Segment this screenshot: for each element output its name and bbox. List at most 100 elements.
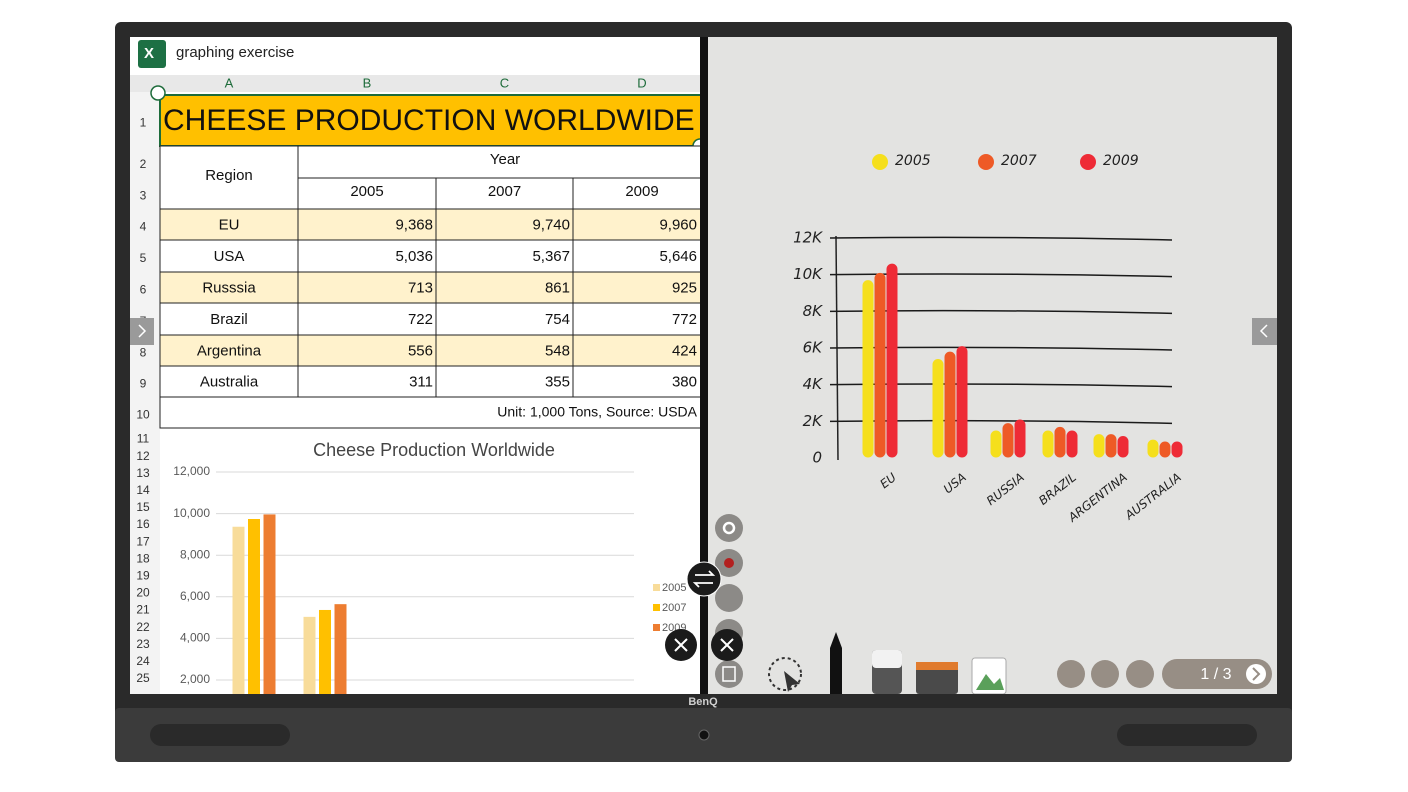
row-number: 23 (136, 637, 150, 651)
value-cell: 5,367 (532, 248, 570, 265)
split-divider[interactable] (700, 37, 708, 694)
value-cell: 311 (409, 373, 433, 390)
row-number: 22 (136, 620, 150, 634)
table-cell (159, 239, 299, 273)
page-indicator: 1 / 3 (1200, 666, 1231, 683)
excel-icon[interactable] (138, 40, 166, 68)
value-cell: 424 (672, 342, 697, 359)
whiteboard-background (708, 37, 1277, 694)
bar (334, 604, 347, 694)
next-page-icon (1252, 667, 1261, 681)
value-cell: 9,960 (659, 216, 697, 233)
right-side-arrow[interactable] (1252, 318, 1277, 345)
y-tick-label: 4K (803, 375, 824, 393)
row-number: 9 (140, 377, 147, 391)
legend-label: 2005 (895, 153, 931, 169)
bar (303, 616, 316, 694)
y-tick-label: 8K (803, 302, 824, 320)
row-number: 12 (136, 449, 150, 463)
value-cell: 9,740 (532, 216, 570, 233)
chart-title: Cheese Production Worldwide (313, 440, 555, 460)
file-button[interactable] (715, 660, 743, 688)
legend-swatch (653, 624, 660, 631)
y-tick-label: 2,000 (180, 672, 210, 686)
column-letter: C (500, 75, 509, 90)
table-cell (435, 271, 574, 304)
column-letter: D (637, 75, 646, 90)
year-cell: 2009 (625, 183, 658, 200)
swap-icon (692, 570, 716, 588)
legend-label: 2005 (662, 582, 686, 594)
settings-button[interactable] (715, 514, 743, 542)
table-cell (297, 365, 437, 398)
swap-button[interactable] (686, 561, 722, 597)
region-cell: Australia (200, 373, 259, 390)
value-cell: 754 (545, 311, 570, 328)
bar (248, 519, 260, 694)
pen-tool[interactable] (830, 632, 842, 694)
value-cell: 9,368 (395, 216, 433, 233)
share-button[interactable] (715, 584, 743, 612)
view-button[interactable] (1126, 660, 1154, 688)
row-number: 14 (136, 483, 150, 497)
file-icon (722, 666, 736, 682)
row-number: 21 (136, 603, 150, 617)
row-number: 10 (136, 408, 150, 422)
column-letter: A (225, 75, 234, 90)
image-icon (976, 674, 1004, 690)
grid-line (829, 273, 1173, 278)
grid-line (829, 236, 1173, 241)
row-number: 17 (136, 534, 150, 548)
value-cell: 5,036 (395, 248, 433, 265)
record-icon (724, 558, 734, 568)
file-name: graphing exercise (176, 44, 294, 61)
y-tick-label: 6,000 (180, 589, 210, 603)
close-right-icon (720, 638, 734, 652)
row-number: 13 (136, 466, 150, 480)
row-number: 2 (140, 157, 147, 171)
row-number: 19 (136, 569, 150, 583)
select-tool[interactable] (768, 657, 802, 691)
value-cell: 861 (545, 279, 570, 296)
legend-label: 2007 (662, 602, 686, 614)
y-tick-label: 0 (812, 449, 822, 467)
next-page-button[interactable] (1246, 664, 1266, 684)
source-note: Unit: 1,000 Tons, Source: USDA (497, 404, 697, 420)
column-header-bar (130, 75, 700, 92)
year-cell: 2005 (350, 183, 383, 200)
undo-button[interactable] (1057, 660, 1085, 688)
table-cell (572, 239, 700, 273)
table-cell (159, 271, 299, 304)
value-cell: 925 (672, 279, 697, 296)
value-cell: 548 (545, 342, 570, 359)
row-number: 1 (140, 116, 147, 130)
row-number: 18 (136, 551, 150, 565)
table-cell (572, 208, 700, 241)
y-tick-label: 10K (793, 265, 823, 283)
redo-button[interactable] (1091, 660, 1119, 688)
table-cell (572, 177, 700, 210)
bar (319, 609, 331, 694)
y-tick-label: 4,000 (180, 631, 210, 645)
y-tick-label: 12K (793, 229, 823, 247)
row-number: 16 (136, 517, 150, 531)
region-cell: Argentina (197, 342, 262, 359)
legend-swatch (653, 604, 660, 611)
column-letter: B (363, 75, 372, 90)
settings-icon (722, 521, 736, 535)
year-cell: 2007 (488, 183, 521, 200)
y-tick-label: 10,000 (173, 506, 210, 520)
region-cell: Brazil (210, 311, 248, 328)
table-cell (572, 302, 700, 336)
port-panel (150, 724, 290, 746)
row-number: 5 (140, 251, 147, 265)
table-cell (297, 334, 437, 367)
value-cell: 713 (408, 279, 433, 296)
title-cell-text: CHEESE PRODUCTION WORLDWIDE (163, 104, 695, 137)
value-cell: 5,646 (659, 248, 697, 265)
legend-dot (872, 154, 888, 170)
left-side-arrow[interactable] (130, 318, 154, 345)
toolbox-lid (916, 662, 958, 670)
